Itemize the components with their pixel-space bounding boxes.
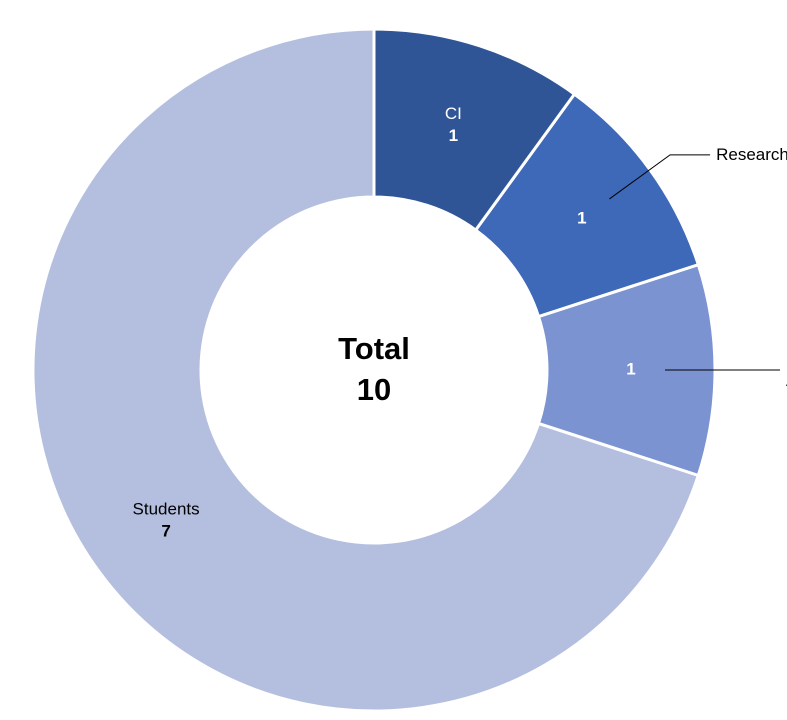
category-label-box: Post-doctoral Associates [780, 348, 787, 392]
data-label: 1 [577, 208, 586, 227]
donut-slice [536, 262, 717, 478]
donut-slice [473, 92, 701, 319]
data-label: 1 [626, 359, 635, 378]
category-label: Researcher [716, 145, 787, 165]
data-label: 1 [449, 126, 458, 145]
category-label: Students [133, 500, 200, 519]
center-total: 10 [357, 372, 391, 407]
category-label: Post-doctoral Associates [780, 348, 787, 392]
center-label: Total [338, 331, 410, 366]
donut-slice [372, 27, 577, 233]
category-label: CI [445, 104, 462, 123]
donut-slice [31, 27, 701, 713]
leader-line [609, 154, 711, 200]
category-label-box: Researcher [716, 145, 787, 165]
data-label: 7 [161, 522, 170, 541]
